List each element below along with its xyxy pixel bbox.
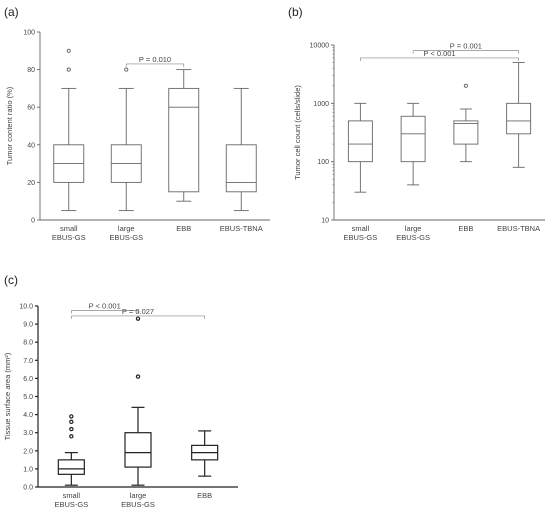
p-value-label: P < 0.001 [423, 49, 455, 58]
box-0 [53, 48, 85, 212]
category-label: EBUS-GS [396, 233, 430, 242]
box-iqr [124, 432, 152, 468]
p-value-label: P = 0.001 [450, 42, 482, 51]
category-label: EBUS-GS [54, 500, 88, 509]
outlier-point [66, 48, 71, 53]
category-label: EBUS-TBNA [220, 224, 263, 233]
y-axis-label: Tumor cell count (cells/slide) [293, 85, 302, 180]
box-iqr [168, 87, 200, 193]
box-iqr [400, 115, 426, 163]
panel-label-c: (c) [4, 273, 18, 287]
y-tick-label: 100 [23, 30, 35, 37]
box-2 [168, 69, 200, 202]
category-label: small [352, 224, 370, 233]
outlier-point [135, 316, 141, 321]
y-tick-label: 10 [321, 218, 329, 225]
box-1 [110, 67, 142, 212]
box-1 [400, 102, 426, 186]
category-label: EBB [197, 491, 212, 500]
category-label: small [63, 491, 81, 500]
box-0 [57, 414, 85, 486]
category-label: EBUS-GS [109, 233, 143, 242]
box-iqr [57, 459, 85, 475]
y-tick-label: 20 [27, 180, 35, 187]
y-axis-label: Tumor content ratio (%) [5, 86, 14, 165]
y-tick-label: 100 [317, 159, 329, 166]
box-iqr [225, 144, 257, 193]
outlier-point [69, 419, 74, 425]
y-tick-label: 0 [31, 218, 35, 225]
category-label: small [60, 224, 78, 233]
p-value-label: P < 0.001 [89, 302, 121, 311]
box-iqr [506, 102, 532, 135]
box-2 [453, 83, 479, 163]
chart-b: 10 100 1000 10000 Tumor cell count (cells/sl… [293, 42, 545, 242]
significance-bracket: P < 0.001 [70, 302, 139, 314]
outlier-point [69, 414, 74, 419]
chart-a: 0 20 40 60 80 100 Tumor content ratio (%) small… [5, 30, 270, 242]
y-axis-label: Tissue surface area (mm²) [3, 352, 12, 440]
y-tick-label: 40 [27, 142, 35, 149]
y-tick-label: 10.0 [19, 304, 33, 311]
y-tick-label: 0.0 [23, 485, 33, 492]
y-tick-label: 4.0 [23, 412, 33, 419]
category-label: EBUS-TBNA [497, 224, 540, 233]
y-tick-label: 7.0 [23, 358, 33, 365]
category-label: large [118, 224, 135, 233]
panel-label-a: (a) [4, 5, 19, 19]
category-label: EBB [176, 224, 191, 233]
y-tick-label: 6.0 [23, 376, 33, 383]
significance-bracket: P = 0.010 [125, 55, 185, 67]
y-tick-label: 9.0 [23, 322, 33, 329]
outlier-point [69, 426, 74, 432]
category-label: EBUS-GS [343, 233, 377, 242]
box-3 [506, 62, 532, 168]
category-label: EBUS-GS [121, 500, 155, 509]
p-value-label: P = 0.010 [139, 55, 171, 64]
significance-bracket: P < 0.001 [360, 49, 519, 61]
category-label: EBB [458, 224, 473, 233]
box-2 [191, 430, 219, 477]
y-tick-label: 10000 [310, 43, 330, 50]
outlier-point [124, 67, 129, 72]
y-tick-label: 5.0 [23, 394, 33, 401]
category-label: large [405, 224, 422, 233]
y-tick-label: 60 [27, 105, 35, 112]
p-value-label: P = 0.027 [122, 307, 154, 316]
outlier-point [463, 83, 468, 88]
outlier-point [69, 434, 74, 439]
y-tick-label: 2.0 [23, 448, 33, 455]
significance-bracket: P = 0.027 [70, 307, 206, 319]
category-label: large [130, 491, 147, 500]
box-iqr [347, 120, 373, 163]
y-tick-label: 8.0 [23, 340, 33, 347]
category-label: EBUS-GS [52, 233, 86, 242]
box-3 [225, 87, 257, 212]
box-iqr [453, 120, 479, 145]
y-tick-label: 1.0 [23, 466, 33, 473]
y-tick-label: 80 [27, 67, 35, 74]
panel-label-b: (b) [288, 5, 303, 19]
y-tick-label: 3.0 [23, 430, 33, 437]
significance-bracket: P = 0.001 [412, 42, 519, 54]
outlier-point [66, 67, 71, 72]
y-tick-label: 1000 [313, 101, 329, 108]
chart-c: 0.0 1.0 2.0 3.0 4.0 5.0 6.0 7.0 8.0 9.0 10.0 Tissue… [3, 302, 238, 509]
box-1 [124, 316, 152, 486]
outlier-point [135, 374, 141, 379]
box-0 [347, 102, 373, 193]
